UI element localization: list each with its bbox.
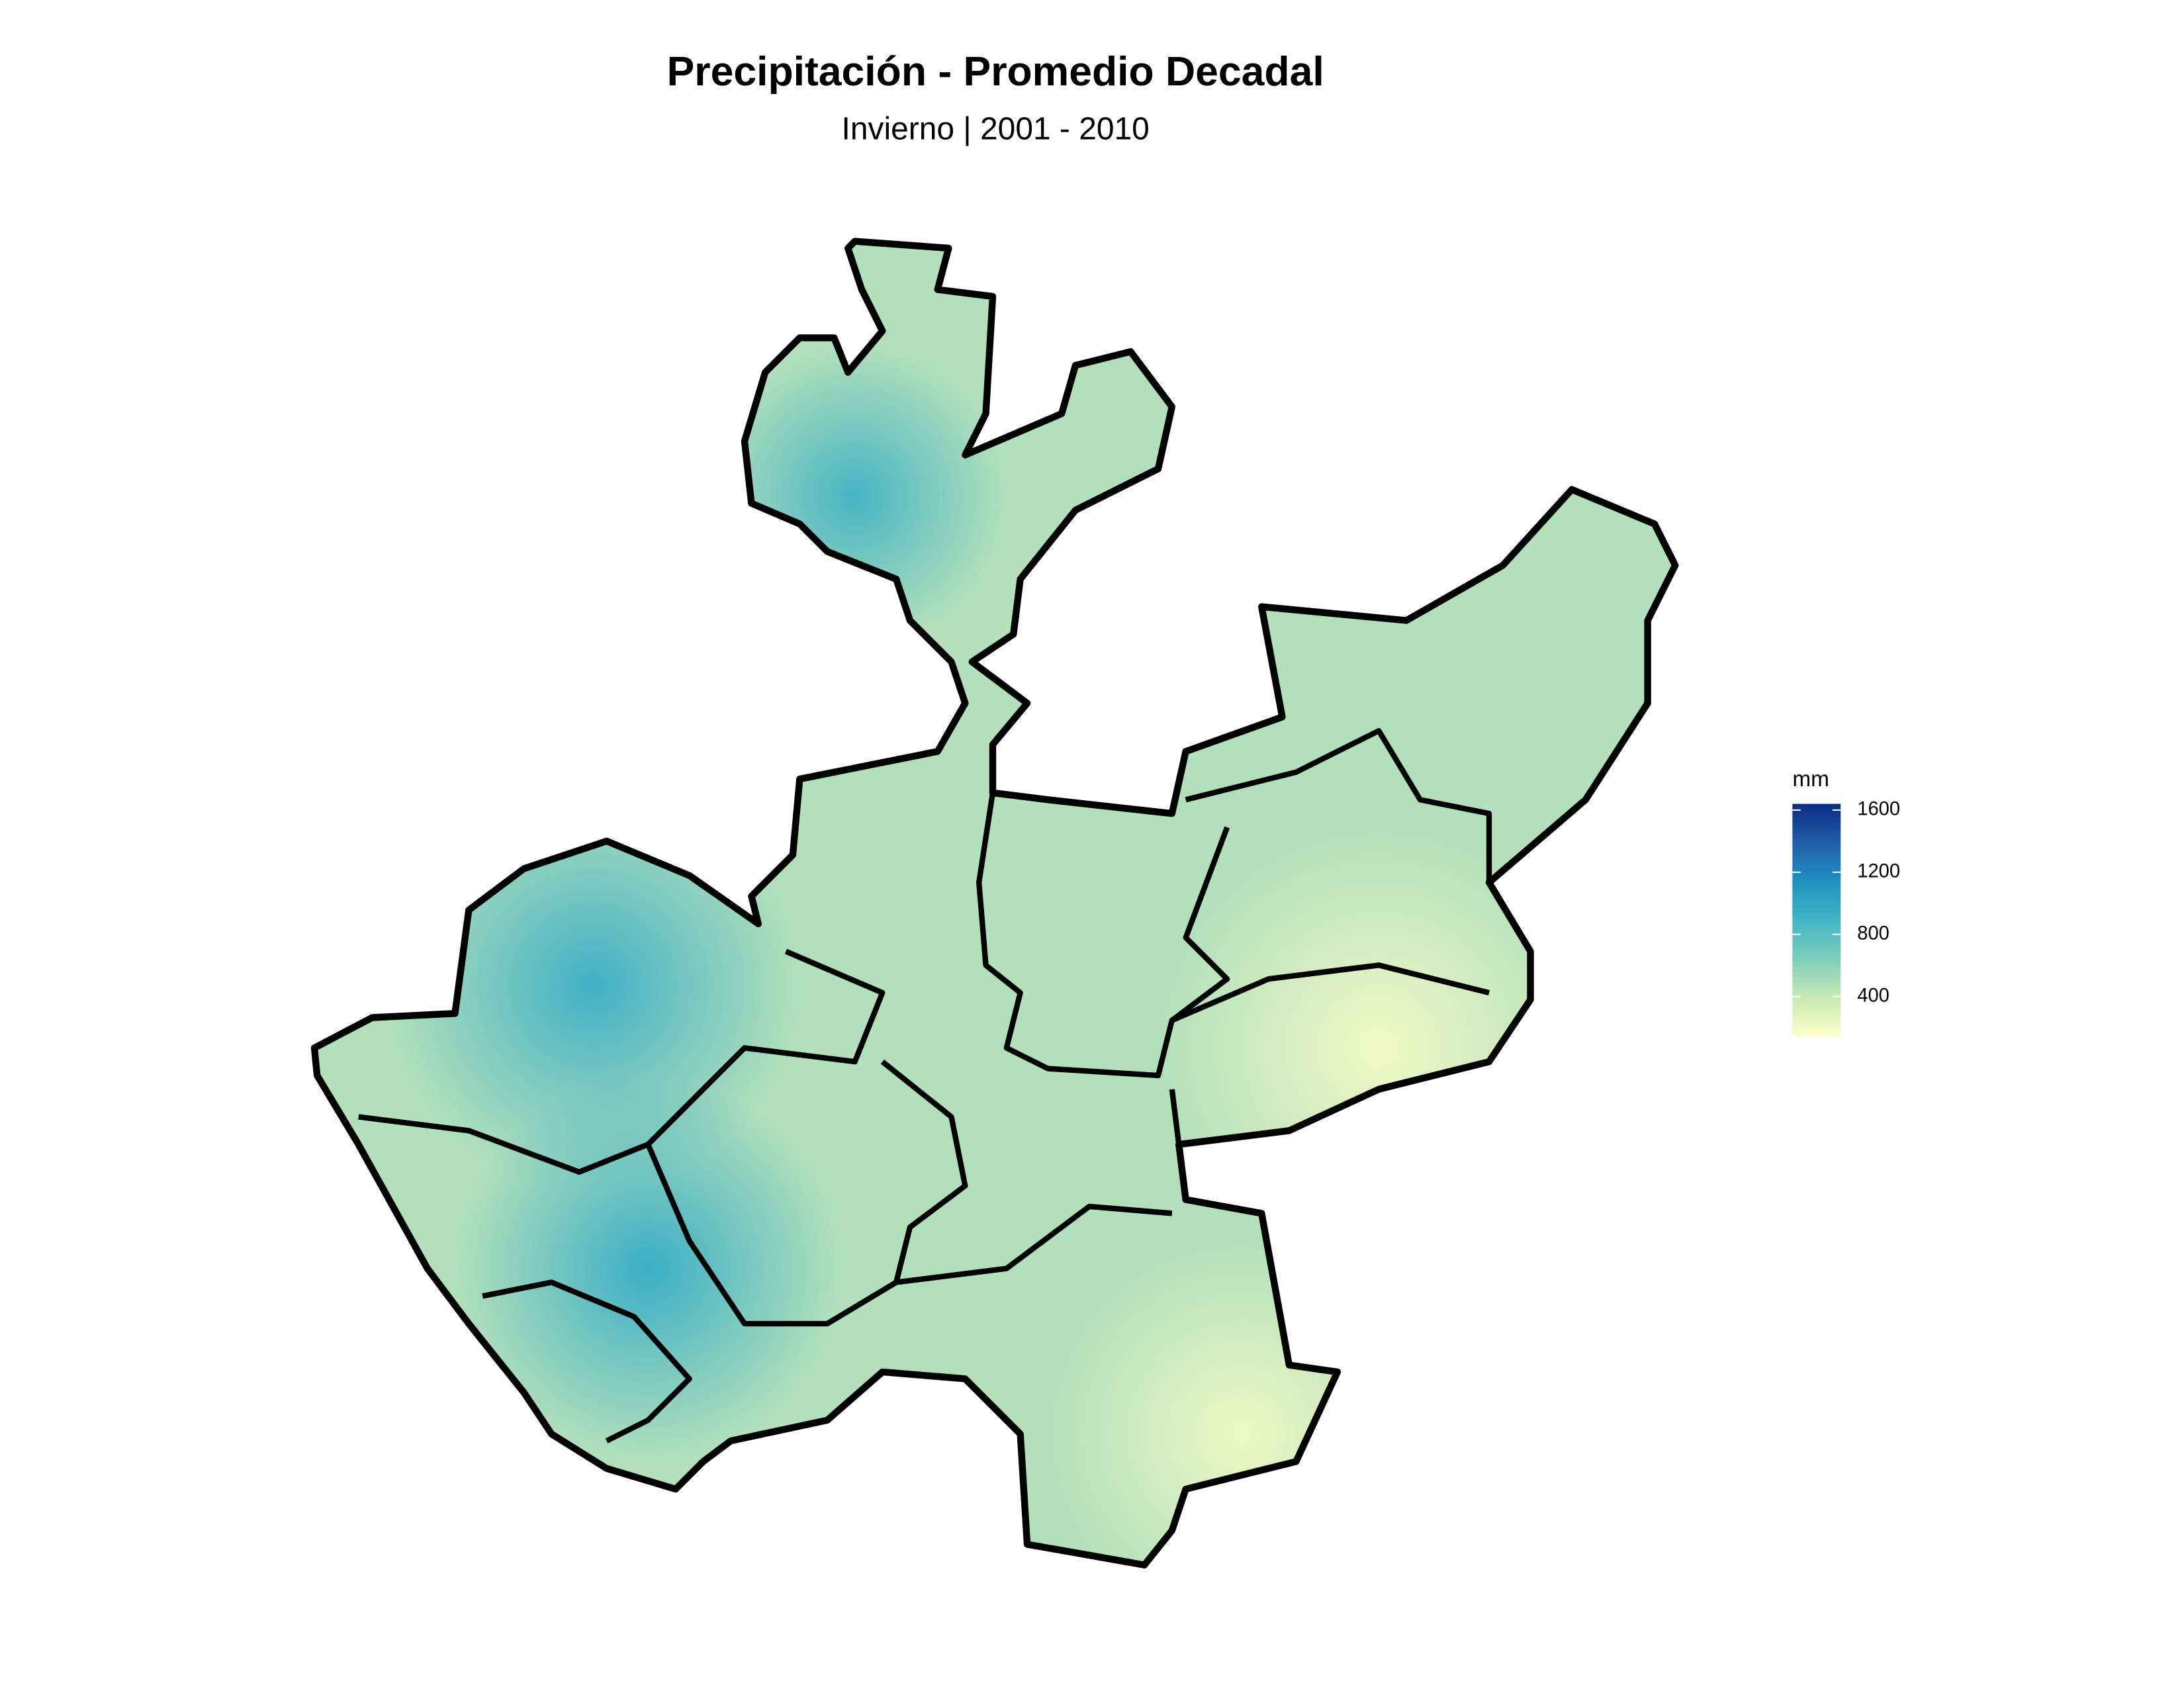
legend-tick-label: 800 xyxy=(1857,923,1889,944)
legend: mm 400 800 1200 1600 xyxy=(1792,767,1900,1037)
legend-tick-label: 1600 xyxy=(1857,799,1900,820)
legend-tick-label: 1200 xyxy=(1857,861,1900,882)
chart-subtitle: Invierno | 2001 - 2010 xyxy=(842,112,1150,147)
region-borders xyxy=(358,728,1492,1443)
chart-title: Precipitación - Promedio Decadal xyxy=(667,48,1324,95)
legend-tick-label: 400 xyxy=(1857,985,1889,1006)
colorbar xyxy=(1792,803,1841,1037)
legend-title: mm xyxy=(1792,767,1829,792)
